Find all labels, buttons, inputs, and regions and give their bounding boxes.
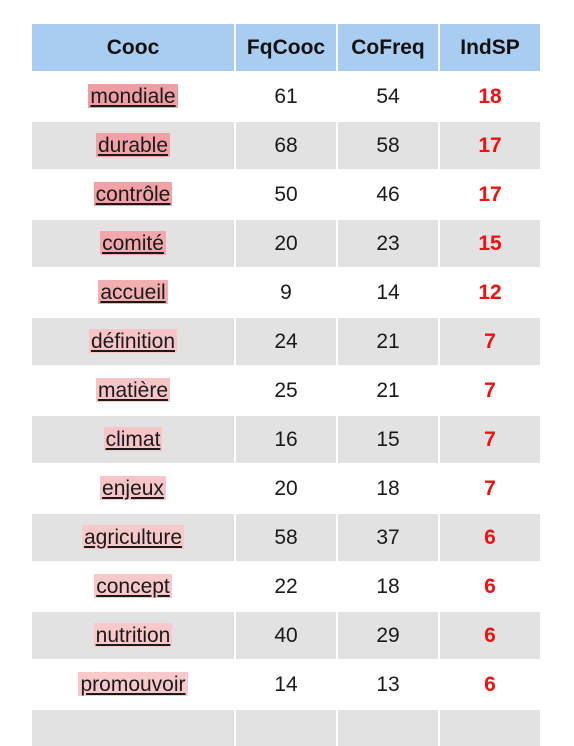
cell-fqcooc: 40 (236, 612, 336, 659)
cell-indsp: 7 (440, 318, 540, 365)
cell-cooc: mondiale (32, 73, 234, 120)
table-row: promouvoir 14 13 6 (32, 661, 540, 708)
table-row: définition 24 21 7 (32, 318, 540, 365)
cooc-word-link[interactable]: climat (103, 426, 163, 451)
header-cofreq[interactable]: CoFreq (338, 24, 438, 71)
cell-cofreq: 13 (338, 661, 438, 708)
cell-indsp: 12 (440, 269, 540, 316)
cell-cofreq: 21 (338, 318, 438, 365)
cooc-word-link[interactable]: enjeux (100, 475, 166, 500)
cell-indsp: 6 (440, 563, 540, 610)
cell-indsp: 7 (440, 465, 540, 512)
cooc-word-link[interactable]: nutrition (93, 622, 173, 647)
cell-cooc: comité (32, 220, 234, 267)
cooc-word-link[interactable]: agriculture (81, 524, 185, 549)
table-body: mondiale 61 54 18 durable 68 58 17 contrôle 50 46 1… (32, 73, 540, 746)
cell-cooc (32, 710, 234, 746)
cell-indsp: 6 (440, 661, 540, 708)
table-row: concept 22 18 6 (32, 563, 540, 610)
header-indsp[interactable]: IndSP (440, 24, 540, 71)
cell-cooc: climat (32, 416, 234, 463)
cell-cofreq: 15 (338, 416, 438, 463)
cooccurrence-table: Cooc FqCooc CoFreq IndSP mondiale 61 54 18 d… (30, 22, 542, 746)
table-row: comité 20 23 15 (32, 220, 540, 267)
cooc-word-link[interactable]: durable (95, 132, 171, 157)
cell-fqcooc: 14 (236, 661, 336, 708)
table-row: climat 16 15 7 (32, 416, 540, 463)
header-cooc[interactable]: Cooc (32, 24, 234, 71)
cell-cofreq: 37 (338, 514, 438, 561)
cell-cofreq: 18 (338, 465, 438, 512)
cell-cooc: contrôle (32, 171, 234, 218)
cell-fqcooc: 24 (236, 318, 336, 365)
cell-cooc: accueil (32, 269, 234, 316)
cell-cofreq: 18 (338, 563, 438, 610)
cell-fqcooc: 20 (236, 220, 336, 267)
cell-fqcooc: 58 (236, 514, 336, 561)
cell-fqcooc: 25 (236, 367, 336, 414)
cell-cooc: définition (32, 318, 234, 365)
cooc-word-link[interactable]: définition (88, 328, 178, 353)
cell-fqcooc: 61 (236, 73, 336, 120)
cell-cofreq: 54 (338, 73, 438, 120)
table-row (32, 710, 540, 746)
table-row: agriculture 58 37 6 (32, 514, 540, 561)
cell-indsp (440, 710, 540, 746)
table-row: contrôle 50 46 17 (32, 171, 540, 218)
cell-cofreq: 29 (338, 612, 438, 659)
table-row: enjeux 20 18 7 (32, 465, 540, 512)
cell-cooc: enjeux (32, 465, 234, 512)
cooc-word-link[interactable]: mondiale (88, 83, 178, 108)
cell-indsp: 17 (440, 171, 540, 218)
cell-cofreq: 58 (338, 122, 438, 169)
cooc-word-link[interactable]: concept (94, 573, 172, 598)
cell-cooc: agriculture (32, 514, 234, 561)
cooc-word-link[interactable] (131, 721, 135, 745)
cooc-word-link[interactable]: comité (100, 230, 166, 255)
cell-cofreq (338, 710, 438, 746)
cell-fqcooc: 20 (236, 465, 336, 512)
cell-indsp: 6 (440, 514, 540, 561)
cell-fqcooc (236, 710, 336, 746)
cell-cooc: concept (32, 563, 234, 610)
header-fqcooc[interactable]: FqCooc (236, 24, 336, 71)
cell-fqcooc: 22 (236, 563, 336, 610)
cell-cooc: promouvoir (32, 661, 234, 708)
cell-cofreq: 14 (338, 269, 438, 316)
table-row: mondiale 61 54 18 (32, 73, 540, 120)
cell-fqcooc: 50 (236, 171, 336, 218)
cell-indsp: 6 (440, 612, 540, 659)
cooc-word-link[interactable]: matière (95, 377, 171, 402)
table-row: accueil 9 14 12 (32, 269, 540, 316)
cell-indsp: 7 (440, 367, 540, 414)
cooccurrence-table-frame: Cooc FqCooc CoFreq IndSP mondiale 61 54 18 d… (30, 22, 542, 746)
cell-fqcooc: 16 (236, 416, 336, 463)
table-row: matière 25 21 7 (32, 367, 540, 414)
cell-cofreq: 46 (338, 171, 438, 218)
cell-indsp: 15 (440, 220, 540, 267)
cell-cooc: nutrition (32, 612, 234, 659)
cell-fqcooc: 9 (236, 269, 336, 316)
cell-cooc: durable (32, 122, 234, 169)
cooc-word-link[interactable]: accueil (98, 279, 168, 304)
cell-fqcooc: 68 (236, 122, 336, 169)
cooc-word-link[interactable]: contrôle (93, 181, 173, 206)
cell-cofreq: 21 (338, 367, 438, 414)
table-row: durable 68 58 17 (32, 122, 540, 169)
cell-indsp: 17 (440, 122, 540, 169)
cell-cofreq: 23 (338, 220, 438, 267)
cell-indsp: 18 (440, 73, 540, 120)
cell-cooc: matière (32, 367, 234, 414)
table-header-row: Cooc FqCooc CoFreq IndSP (32, 24, 540, 71)
cooc-word-link[interactable]: promouvoir (78, 671, 188, 696)
table-row: nutrition 40 29 6 (32, 612, 540, 659)
cell-indsp: 7 (440, 416, 540, 463)
